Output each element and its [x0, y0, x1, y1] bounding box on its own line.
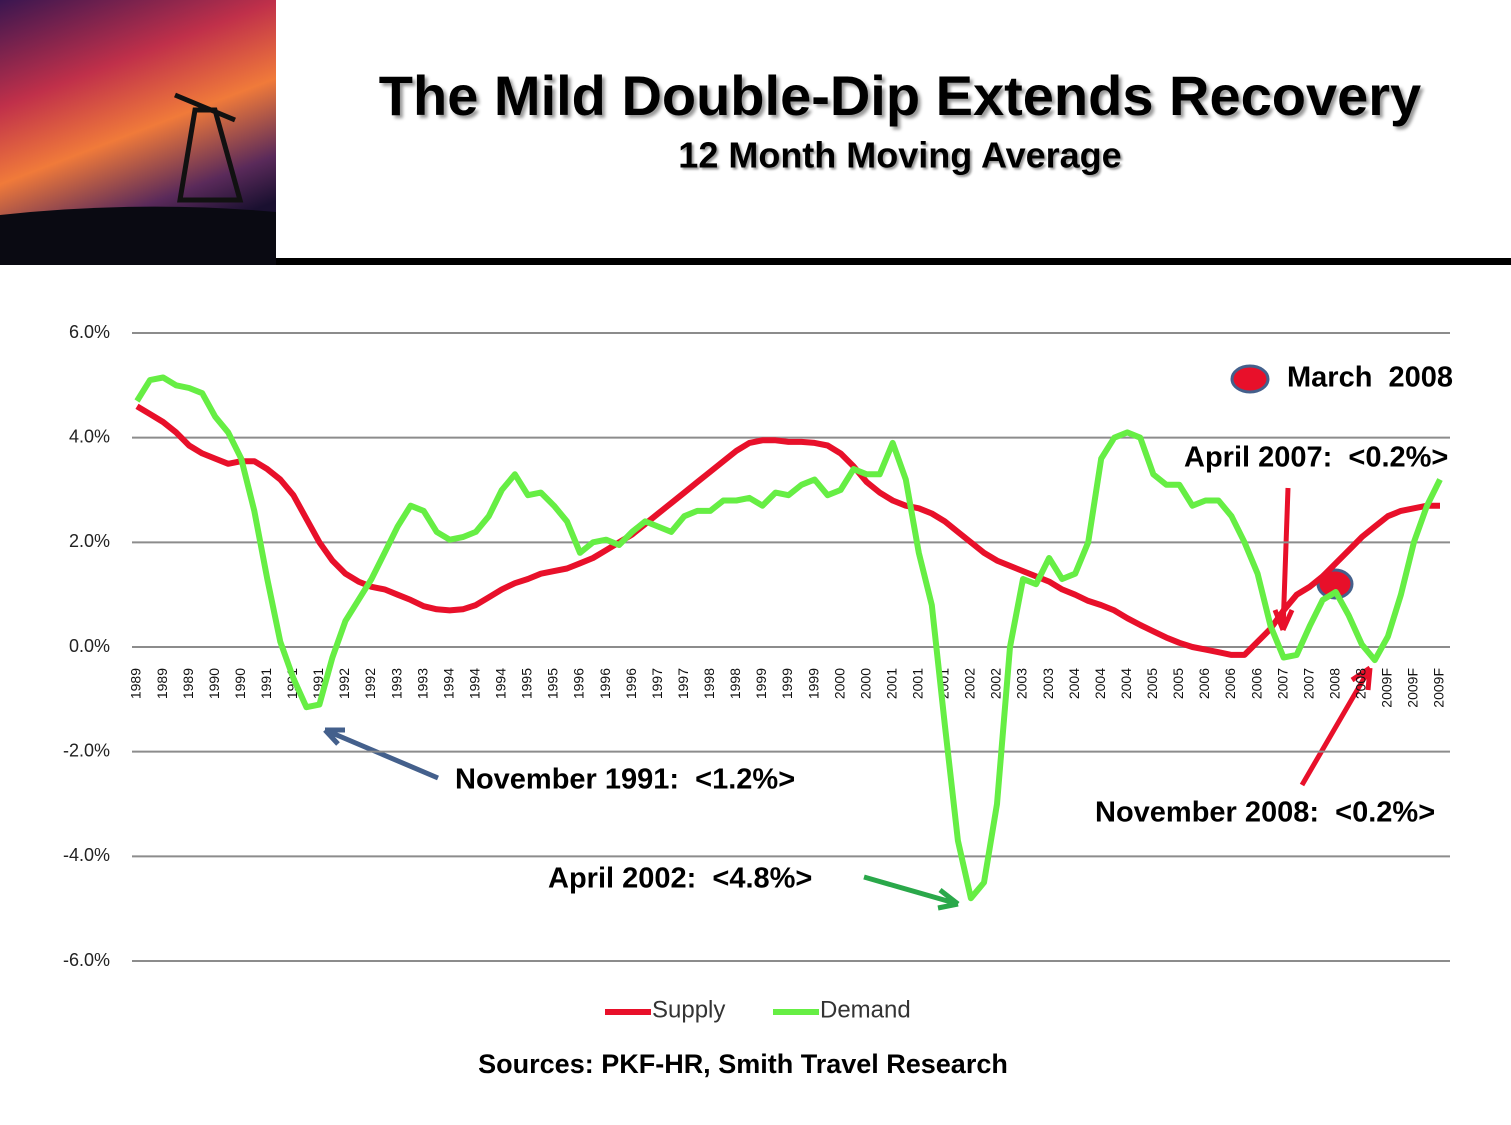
y-tick-label: 6.0%	[69, 322, 110, 342]
y-tick-label: 4.0%	[69, 426, 110, 446]
x-tick-label: 1989	[180, 668, 196, 699]
x-tick-label: 2006	[1222, 668, 1238, 699]
x-tick-label: 2009F	[1431, 668, 1447, 708]
x-tick-label: 2002	[962, 668, 978, 699]
arrow	[863, 874, 960, 911]
header-rule	[276, 258, 1511, 265]
line	[134, 374, 1443, 902]
x-tick-label: 1993	[414, 668, 430, 699]
x-tick-label: 2006	[1248, 668, 1264, 699]
x-tick-label: 1992	[336, 668, 352, 699]
x-tick-label: 2007	[1274, 668, 1290, 699]
y-tick-label: -6.0%	[63, 950, 110, 970]
x-tick-label: 2004	[1066, 668, 1082, 699]
source: Sources: PKF-HR, Smith Travel Research	[478, 1049, 1008, 1079]
x-tick-label: 2004	[1118, 668, 1134, 699]
x-tick-label: 2001	[883, 668, 899, 699]
x-tick-label: 1990	[232, 668, 248, 699]
x-tick-label: 1989	[128, 668, 144, 699]
arrow	[1299, 665, 1373, 787]
x-tick-label: 2007	[1300, 668, 1316, 699]
subtitle: 12 Month Moving Average	[678, 135, 1121, 176]
x-tick-label: 1999	[753, 668, 769, 699]
x-tick-label: 2005	[1170, 668, 1186, 699]
x-tick-label: 1995	[519, 668, 535, 699]
marker	[1230, 364, 1270, 394]
x-tick-label: 2004	[1092, 668, 1108, 699]
x-tick-label: 2008	[1353, 668, 1369, 699]
x-tick-label: 1995	[545, 668, 561, 699]
x-tick-label: 2008	[1326, 668, 1342, 699]
legend-label: Supply	[652, 996, 725, 1023]
x-tick-label: 2001	[910, 668, 926, 699]
x-tick-label: 1994	[466, 668, 482, 699]
y-tick-label: 0.0%	[69, 636, 110, 656]
x-tick-label: 1991	[258, 668, 274, 699]
x-tick-label: 1998	[701, 668, 717, 699]
x-tick-label: 1992	[362, 668, 378, 699]
x-tick-label: 1996	[571, 668, 587, 699]
annotation: November 1991: <1.2%>	[455, 764, 795, 796]
x-tick-label: 2000	[857, 668, 873, 699]
x-tick-label: 1989	[154, 668, 170, 699]
x-tick-label: 2009F	[1405, 668, 1421, 708]
x-tick-label: 1997	[675, 668, 691, 699]
x-tick-label: 1998	[727, 668, 743, 699]
title: The Mild Double-Dip Extends Recovery	[379, 64, 1421, 127]
y-tick-label: -2.0%	[63, 740, 110, 760]
x-tick-label: 1990	[206, 668, 222, 699]
annotation: November 2008: <0.2%>	[1095, 797, 1435, 829]
y-tick-label: -4.0%	[63, 845, 110, 865]
x-tick-label: 2005	[1144, 668, 1160, 699]
x-tick-label: 1994	[440, 668, 456, 699]
x-tick-label: 1993	[388, 668, 404, 699]
x-tick-label: 2003	[1040, 668, 1056, 699]
annotation: March 2008	[1287, 362, 1453, 394]
x-tick-label: 1996	[597, 668, 613, 699]
y-tick-label: 2.0%	[69, 531, 110, 551]
x-tick-label: 2000	[831, 668, 847, 699]
line	[135, 403, 1440, 658]
x-tick-label: 2006	[1196, 668, 1212, 699]
arrow	[323, 727, 439, 781]
x-tick-label: 2003	[1014, 668, 1030, 699]
annotation: April 2007: <0.2%>	[1184, 442, 1448, 474]
annotation: April 2002: <4.8%>	[548, 863, 812, 895]
x-tick-label: 1999	[779, 668, 795, 699]
x-tick-label: 2009F	[1379, 668, 1395, 708]
x-tick-label: 1997	[649, 668, 665, 699]
x-tick-label: 2002	[988, 668, 1004, 699]
header-ground	[0, 206, 276, 265]
x-tick-label: 1999	[805, 668, 821, 699]
legend-label: Demand	[820, 996, 911, 1023]
x-tick-label: 1996	[623, 668, 639, 699]
pumpjack	[174, 92, 244, 203]
x-tick-label: 1994	[493, 668, 509, 699]
